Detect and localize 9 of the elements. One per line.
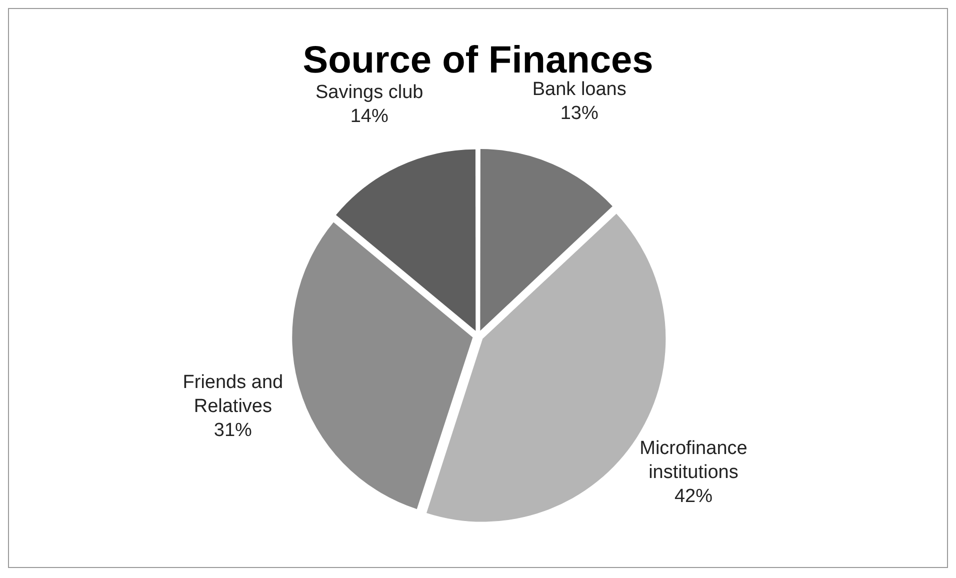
data-label: 31% [214,420,252,442]
slice-label: Microfinance institutions [640,438,748,483]
data-label: 13% [560,102,598,124]
data-label: 42% [674,486,713,507]
chart-title: Source of Finances [302,39,654,82]
data-label: 14% [350,106,388,128]
slice-label: Savings club [315,82,424,104]
slice-label: Bank loans [532,78,626,100]
slice-label: Friends and Relatives [182,372,284,418]
